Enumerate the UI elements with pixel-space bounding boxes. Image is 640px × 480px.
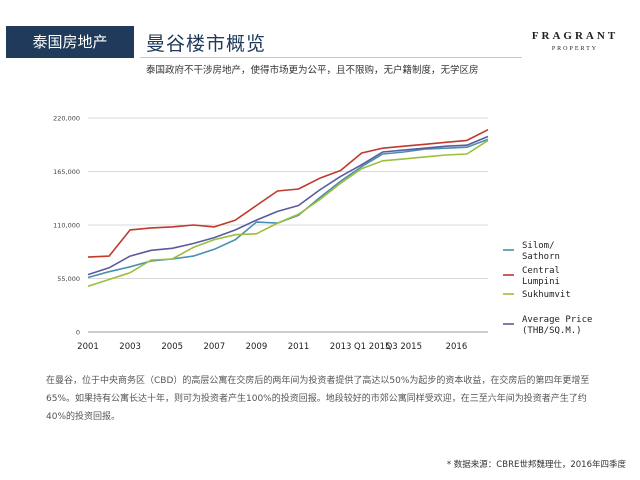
x-tick-label: 2003	[119, 342, 141, 352]
x-tick-label: 2013	[330, 342, 352, 352]
series-line	[87, 128, 489, 258]
x-tick-label: 2007	[203, 342, 225, 352]
brand-logo: FRAGRANT PROPERTY	[525, 30, 625, 52]
legend-label: Lumpini	[522, 277, 560, 287]
x-tick-label: 2001	[77, 342, 99, 352]
y-tick-label: 55,000	[57, 275, 80, 283]
legend-label: Central	[522, 266, 560, 276]
description-text: 在曼谷，位于中央商务区（CBD）的高层公寓在交房后的两年间为投资者提供了高达以5…	[46, 376, 590, 422]
logo-subtext: PROPERTY	[551, 46, 599, 52]
x-tick-label: 2011	[288, 342, 310, 352]
logo-wordmark: FRAGRANT	[531, 30, 619, 42]
price-line-chart: 0 55,000 110,000 165,000 220,000 2001 2003 2005…	[53, 115, 592, 353]
data-source-note: * 数据来源：CBRE世邦魏理仕，2016年四季度	[446, 460, 626, 470]
x-tick-label: 2009	[246, 342, 268, 352]
legend-label: (THB/SQ.M.)	[522, 326, 582, 336]
x-tick-label: Q1 2015	[354, 342, 390, 352]
series-line	[87, 135, 489, 276]
y-tick-label: 0	[76, 329, 80, 337]
section-tag: 泰国房地产	[6, 26, 134, 58]
y-tick-label: 220,000	[53, 115, 80, 123]
page-title: 曼谷楼市概览	[146, 33, 267, 55]
x-tick-label: 2016	[446, 342, 468, 352]
x-tick-label: 2005	[161, 342, 183, 352]
page-subtitle: 泰国政府不干涉房地产，使得市场更为公平，且不限购，无户籍制度，无学区房	[146, 65, 479, 76]
legend-label: Sukhumvit	[522, 290, 571, 300]
title-divider	[140, 57, 522, 58]
legend-label: Average Price	[522, 315, 592, 325]
legend-label: Silom/	[522, 241, 555, 251]
y-tick-label: 165,000	[53, 168, 80, 176]
series-line	[87, 139, 489, 288]
y-tick-label: 110,000	[53, 222, 80, 230]
x-tick-label: Q3 2015	[386, 342, 422, 352]
legend-label: Sathorn	[522, 252, 560, 262]
